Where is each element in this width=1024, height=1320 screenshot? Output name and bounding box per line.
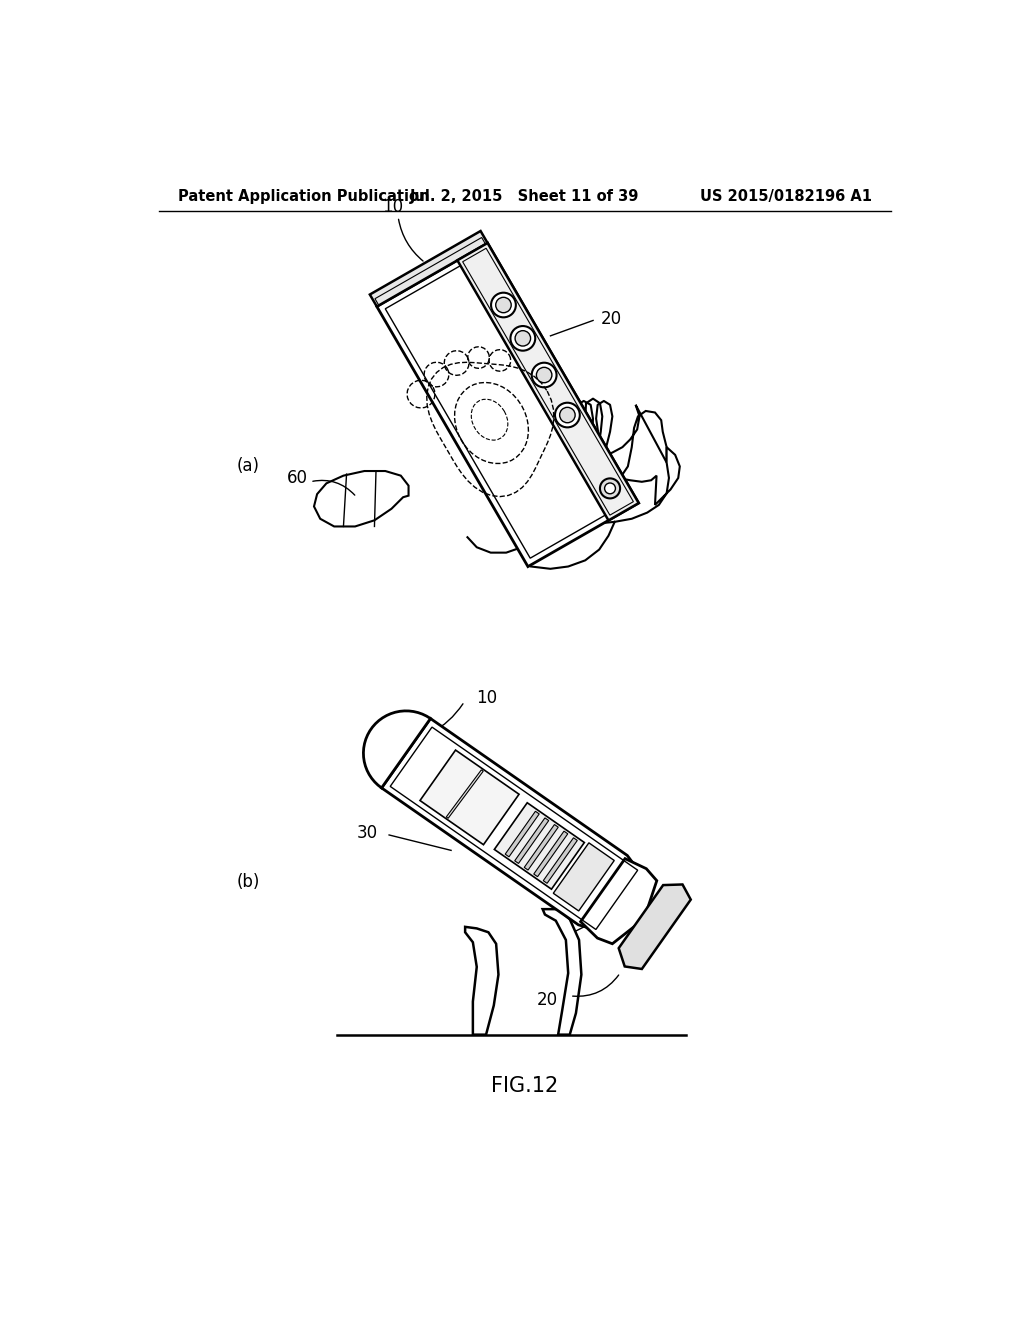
Text: 10: 10 [476, 689, 498, 706]
Text: 30: 30 [356, 825, 378, 842]
Polygon shape [364, 711, 430, 788]
Polygon shape [534, 832, 567, 876]
Polygon shape [382, 718, 642, 932]
Polygon shape [446, 770, 483, 818]
Text: FIG.12: FIG.12 [492, 1076, 558, 1096]
Text: 60: 60 [287, 469, 307, 487]
Circle shape [496, 297, 511, 313]
Text: US 2015/0182196 A1: US 2015/0182196 A1 [700, 189, 872, 205]
Polygon shape [552, 405, 667, 496]
Text: 70: 70 [599, 911, 621, 928]
Circle shape [492, 293, 516, 317]
Polygon shape [495, 803, 585, 890]
Polygon shape [420, 750, 519, 845]
Text: 10: 10 [382, 198, 403, 216]
Polygon shape [314, 471, 409, 527]
Polygon shape [581, 858, 656, 944]
Polygon shape [553, 842, 614, 911]
Polygon shape [377, 243, 639, 566]
Circle shape [510, 326, 536, 351]
Polygon shape [544, 838, 578, 883]
Circle shape [515, 330, 530, 346]
Polygon shape [524, 825, 558, 870]
Text: Patent Application Publication: Patent Application Publication [178, 189, 430, 205]
Polygon shape [465, 927, 499, 1035]
Polygon shape [618, 884, 691, 969]
Text: 20: 20 [601, 310, 622, 327]
Text: (b): (b) [237, 874, 260, 891]
Circle shape [560, 408, 575, 422]
Circle shape [531, 363, 557, 387]
Polygon shape [568, 447, 680, 524]
Polygon shape [505, 812, 540, 857]
Circle shape [604, 483, 615, 494]
Circle shape [555, 403, 580, 428]
Text: (a): (a) [237, 458, 260, 475]
Text: 20: 20 [538, 991, 558, 1008]
Polygon shape [370, 231, 487, 306]
Polygon shape [515, 818, 549, 863]
Circle shape [600, 478, 621, 499]
Polygon shape [543, 909, 582, 1035]
Text: Jul. 2, 2015   Sheet 11 of 39: Jul. 2, 2015 Sheet 11 of 39 [411, 189, 639, 205]
Polygon shape [458, 243, 639, 520]
Circle shape [537, 367, 552, 383]
